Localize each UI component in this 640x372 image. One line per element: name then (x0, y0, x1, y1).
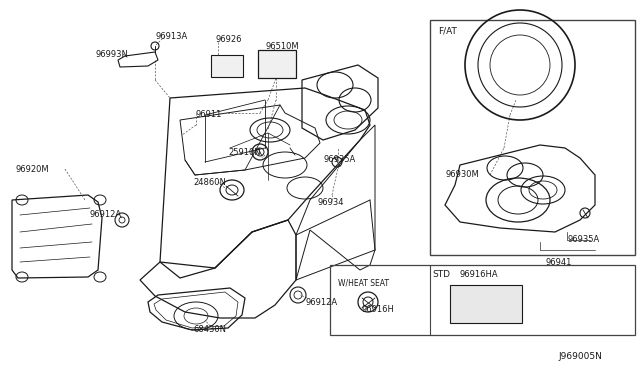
Text: 96911: 96911 (196, 110, 222, 119)
Text: 96935A: 96935A (567, 235, 599, 244)
Text: 96935A: 96935A (323, 155, 355, 164)
Text: 24860N: 24860N (193, 178, 226, 187)
Text: 96941: 96941 (545, 258, 572, 267)
Text: 96916H: 96916H (362, 305, 395, 314)
Bar (450, 285, 522, 323)
Text: 96926: 96926 (215, 35, 241, 44)
Text: STD: STD (432, 270, 450, 279)
Text: 96912A: 96912A (306, 298, 338, 307)
Bar (430, 20, 635, 255)
Text: 96916HA: 96916HA (460, 270, 499, 279)
Text: 96912A: 96912A (90, 210, 122, 219)
Bar (258, 50, 296, 78)
Text: 96934: 96934 (318, 198, 344, 207)
Text: 96993N: 96993N (96, 50, 129, 59)
Text: J969005N: J969005N (558, 352, 602, 361)
Bar (330, 265, 635, 335)
Text: F/AT: F/AT (438, 27, 457, 36)
Text: 96930M: 96930M (445, 170, 479, 179)
Text: 96913A: 96913A (155, 32, 188, 41)
Text: W/HEAT SEAT: W/HEAT SEAT (338, 278, 389, 287)
Text: 96920M: 96920M (15, 165, 49, 174)
Bar (211, 55, 243, 77)
Text: 25910N: 25910N (228, 148, 260, 157)
Text: 68430N: 68430N (193, 325, 226, 334)
Text: 96510M: 96510M (265, 42, 299, 51)
